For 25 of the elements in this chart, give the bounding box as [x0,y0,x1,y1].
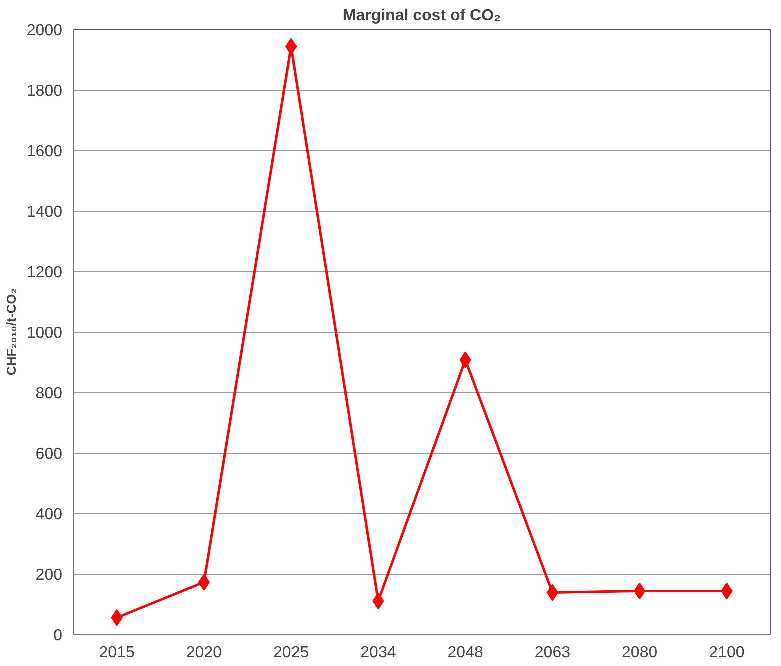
x-tick-label: 2048 [448,644,484,662]
y-tick-label: 800 [36,386,63,402]
x-tick-label: 2080 [622,644,658,662]
y-tick-label: 1800 [26,83,63,100]
x-tick-label: 2015 [99,644,135,662]
y-tick-label: 2000 [26,22,63,40]
x-tick-label: 2020 [186,644,222,662]
chart-title: Marginal cost of CO₂ [342,8,502,24]
y-tick-label: 1000 [26,325,63,342]
point [546,584,559,602]
x-tick-label: 2034 [360,644,396,662]
point [285,38,298,56]
x-tick-label: 2063 [534,644,571,662]
y-axis-title: CHF₂₀₁₀/t-CO₂ [4,288,19,376]
y-tick-label: 0 [54,628,63,644]
point [634,582,646,600]
y-tick-label: 1600 [26,144,63,160]
point [198,574,210,591]
y-tick-label: 1400 [26,204,63,221]
y-tick-label: 600 [36,446,63,463]
y-tick-label: 400 [36,506,63,524]
y-tick-label: 200 [36,567,63,584]
x-tick-label: 2025 [274,644,310,662]
y-tick-label: 1200 [26,264,63,282]
x-tick-label: 2100 [709,644,745,662]
